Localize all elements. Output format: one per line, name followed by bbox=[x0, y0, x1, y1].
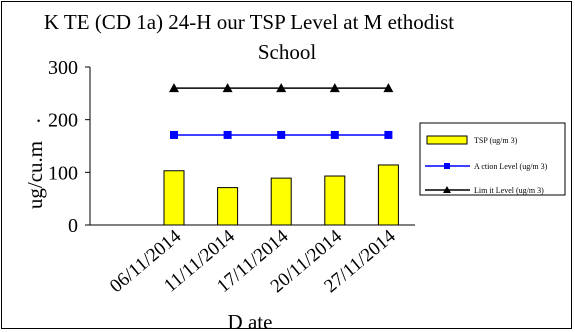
bar bbox=[377, 164, 399, 226]
bar bbox=[324, 175, 346, 226]
legend-label: Lim it Level (ug/m 3) bbox=[474, 186, 544, 195]
chart-title-line-2: School bbox=[258, 40, 317, 64]
legend-label: TSP (ug/m 3) bbox=[474, 136, 518, 145]
data-point-triangle bbox=[222, 83, 233, 93]
data-point-triangle bbox=[276, 83, 287, 93]
chart-title-line-1: K TE (CD 1a) 24-H our TSP Level at M eth… bbox=[44, 10, 454, 34]
x-axis-label: D ate bbox=[228, 310, 273, 332]
y-axis-label-dot: . bbox=[36, 103, 41, 127]
y-tick-label: 100 bbox=[48, 162, 78, 184]
y-tick-label: 300 bbox=[48, 57, 78, 79]
data-point-square bbox=[384, 130, 393, 139]
y-axis-label: ug/cu.m bbox=[23, 141, 47, 209]
y-tick-label: 0 bbox=[68, 215, 78, 237]
legend-swatch-bar bbox=[426, 135, 468, 145]
y-tick-label: 200 bbox=[48, 110, 78, 132]
plot-area: 010020030006/11/201411/11/201417/11/2014… bbox=[48, 57, 415, 297]
legend: TSP (ug/m 3) A ction Level (ug/m 3) Lim it… bbox=[419, 122, 566, 196]
legend-box bbox=[419, 122, 566, 196]
legend-label: A ction Level (ug/m 3) bbox=[474, 162, 548, 171]
bar bbox=[217, 187, 239, 226]
data-point-triangle bbox=[169, 83, 179, 93]
data-point-square bbox=[223, 130, 232, 139]
data-point-triangle bbox=[383, 83, 394, 93]
data-point-square bbox=[330, 130, 339, 139]
data-point-square bbox=[277, 130, 286, 139]
legend-marker-square bbox=[444, 163, 450, 169]
bar bbox=[270, 177, 292, 226]
data-point-triangle bbox=[329, 83, 340, 93]
data-point-square bbox=[170, 130, 178, 139]
bar bbox=[163, 170, 185, 226]
legend-marker-triangle bbox=[443, 186, 451, 193]
